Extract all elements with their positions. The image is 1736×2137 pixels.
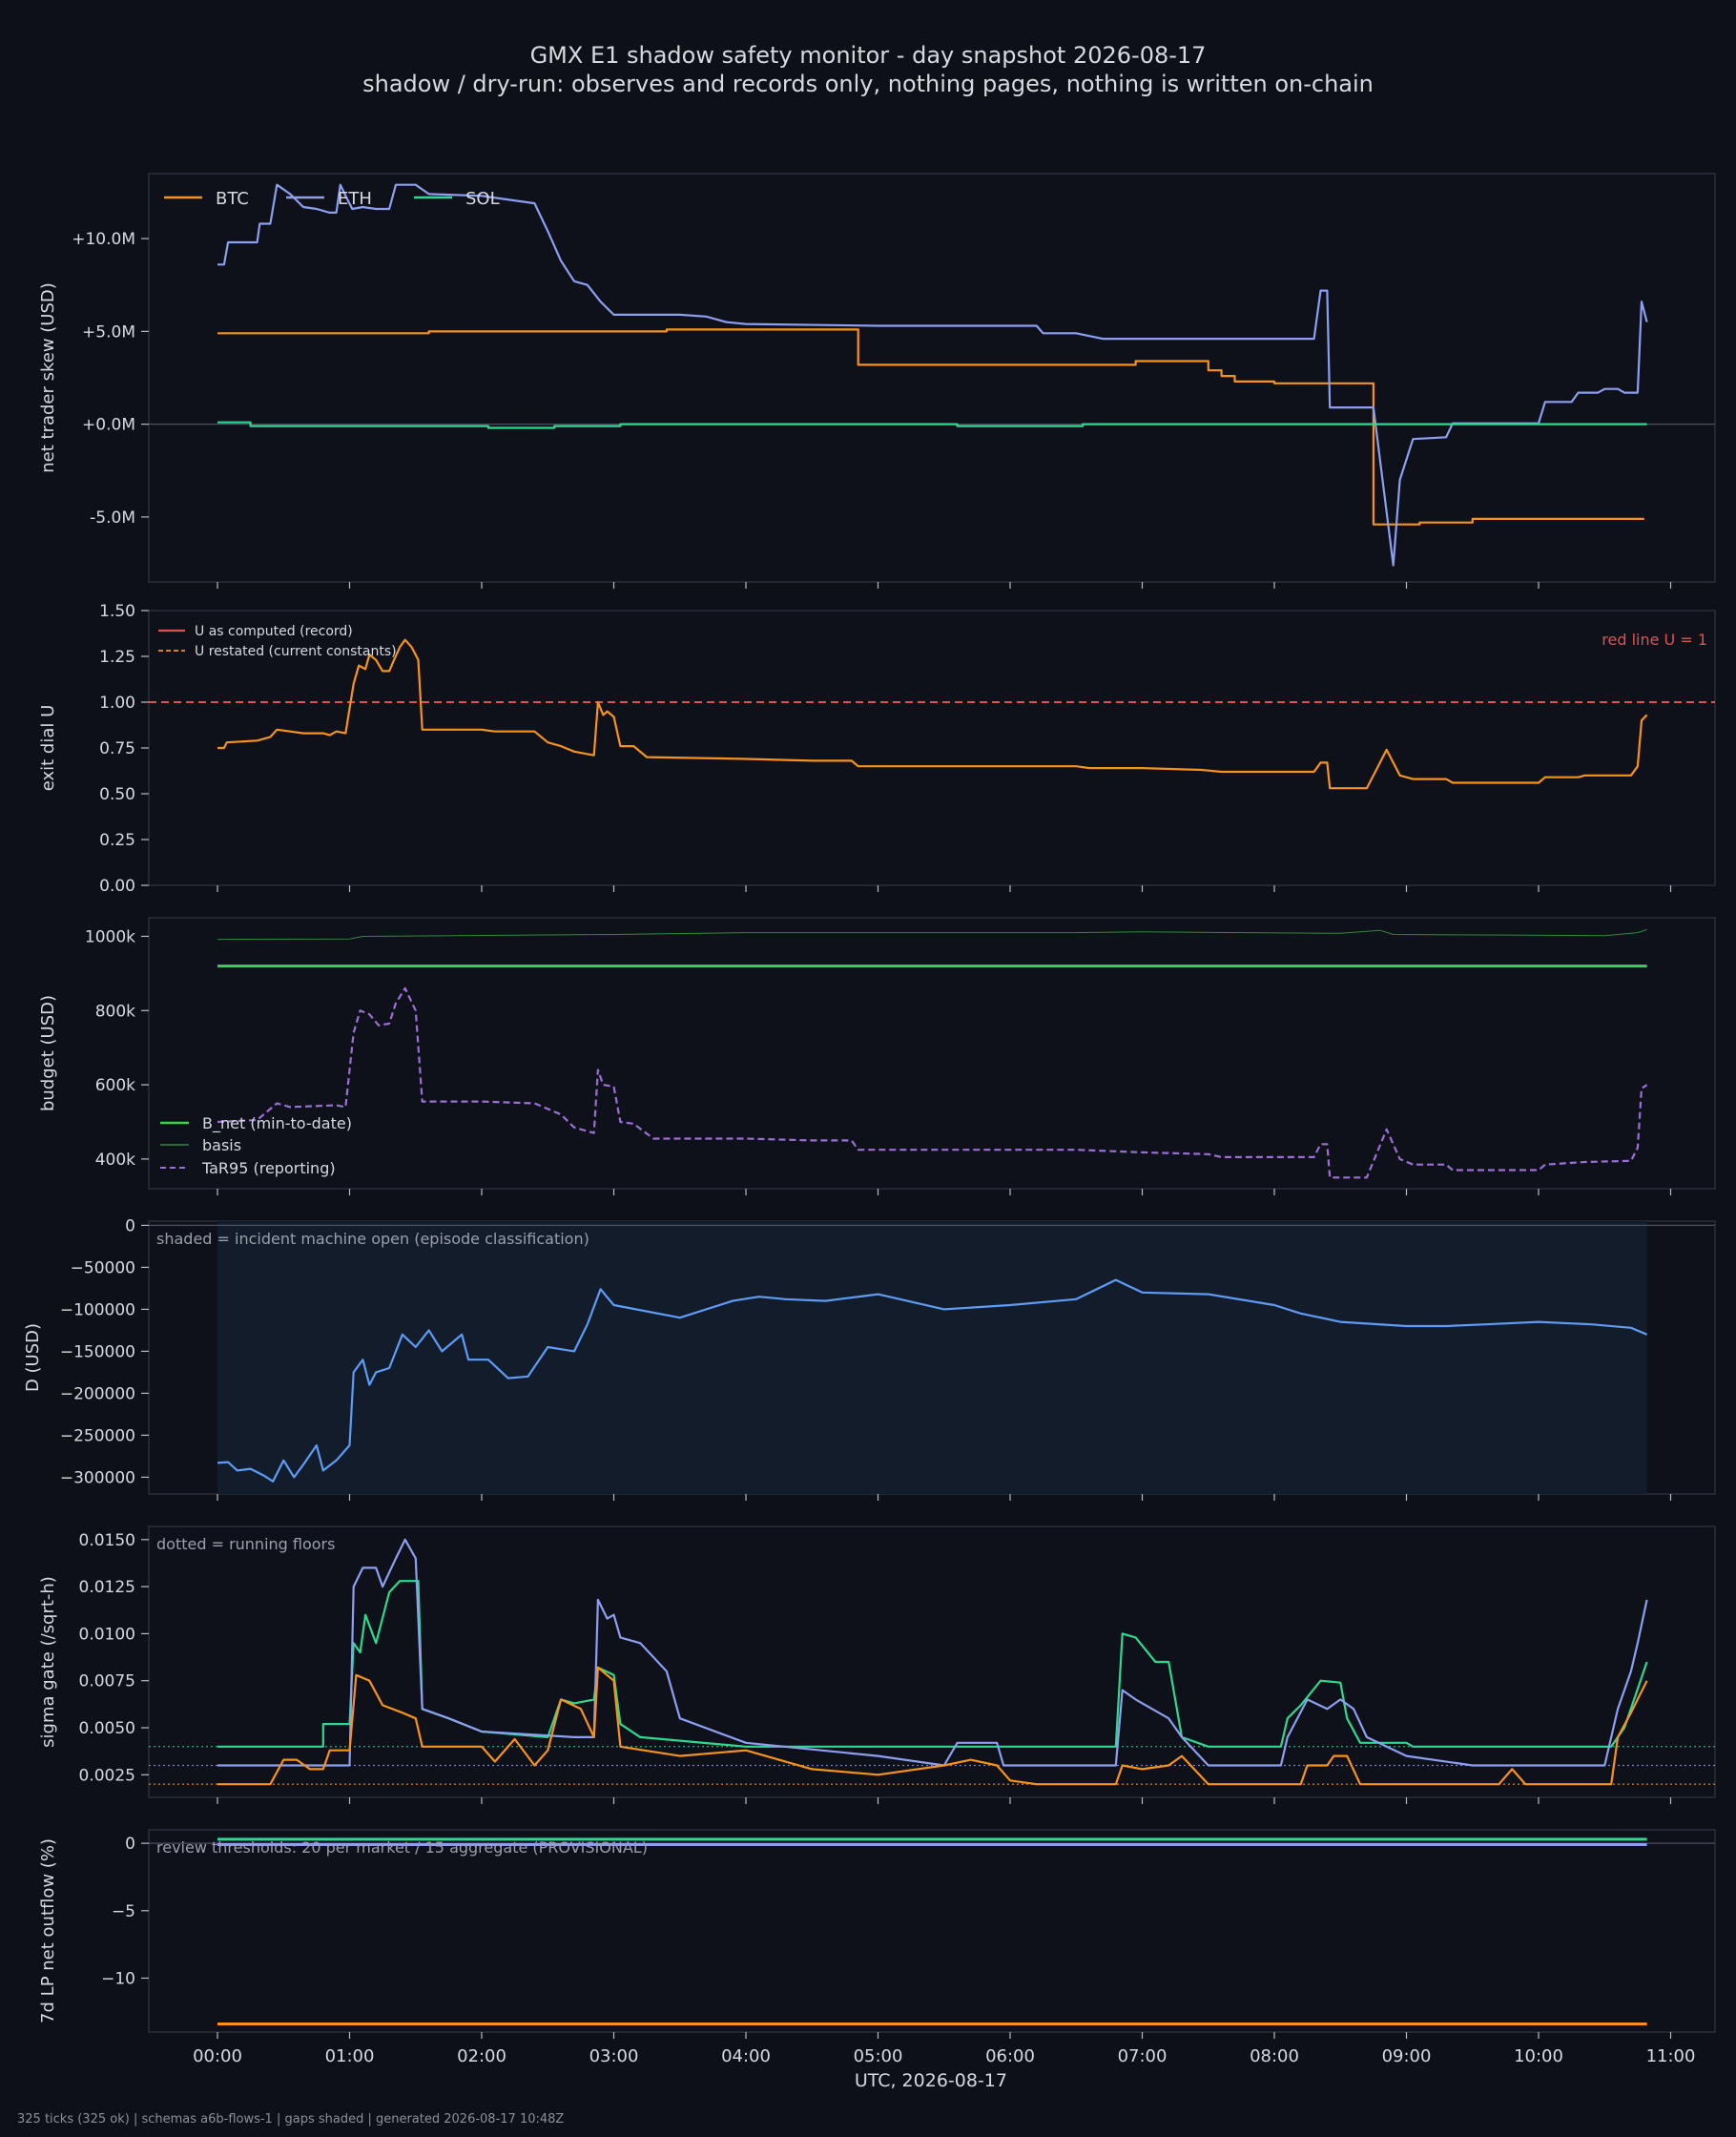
y-tick-label: 800k: [95, 1002, 135, 1021]
panel-lp: 0 −5 −10 7d LP net outflow (%) review thresh…: [38, 1829, 1716, 2039]
y-tick-label: 0.00: [99, 877, 135, 896]
y-tick-label: 1.50: [99, 602, 135, 621]
y-axis-label: 7d LP net outflow (%): [38, 1838, 58, 2023]
panel-frame: [148, 173, 1716, 583]
y-axis-label: sigma gate (/sqrt-h): [38, 1576, 58, 1748]
panel-sigma: 0.0025 0.0050 0.0075 0.0100 0.0125 0.0150 sigm…: [38, 1525, 1716, 1804]
y-tick-label: 0: [125, 1835, 135, 1854]
y-tick-label: −150000: [60, 1342, 135, 1361]
y-tick-label: −100000: [60, 1300, 135, 1319]
y-tick-label: −200000: [60, 1384, 135, 1403]
legend-label: ETH: [338, 189, 372, 209]
annotation: review thresholds: 20 per market / 15 ag…: [156, 1838, 648, 1857]
y-tick-label: 0.75: [99, 739, 135, 758]
y-tick-label: 0.50: [99, 785, 135, 804]
panel-frame: [148, 917, 1716, 1190]
y-tick-label: 400k: [95, 1151, 135, 1170]
panel-frame: [148, 610, 1716, 886]
figure-subtitle: shadow / dry-run: observes and records o…: [362, 71, 1374, 97]
panel-budget: 400k 600k 800k 1000k budget (USD) B_net (min-…: [38, 917, 1716, 1195]
series-line-btc: [217, 328, 1644, 526]
series-line-basis: [217, 928, 1647, 941]
y-tick-label: −50000: [71, 1258, 135, 1277]
incident-shaded-region: [217, 1221, 1647, 1494]
series-line-d: [217, 1278, 1648, 1483]
x-axis-label: UTC, 2026-08-17: [855, 2070, 1007, 2091]
y-tick-label: 0: [125, 1216, 135, 1235]
legend-label: SOL: [465, 189, 500, 209]
legend-label: TaR95 (reporting): [201, 1159, 336, 1177]
y-tick-label: 0.0125: [79, 1578, 135, 1597]
series-line-sol: [217, 1580, 1648, 1748]
y-tick-label: −300000: [60, 1468, 135, 1487]
legend-label: U restated (current constants): [195, 644, 397, 659]
panel-frame: [148, 1829, 1716, 2033]
legend-label: basis: [202, 1136, 241, 1154]
figure-footer: 325 ticks (325 ok) | schemas a6b-flows-1…: [17, 2112, 565, 2127]
legend-label: B_net (min-to-date): [202, 1114, 352, 1133]
y-axis-label: exit dial U: [38, 705, 58, 792]
series-line-tar95-reporting-: [217, 986, 1648, 1179]
y-tick-label: +5.0M: [82, 322, 135, 342]
y-tick-label: −5: [112, 1902, 135, 1921]
y-tick-label: -5.0M: [90, 508, 135, 528]
series-line-btc: [217, 1666, 1648, 1786]
panel-frame: [148, 1525, 1716, 1798]
x-tick-label: 04:00: [721, 2046, 771, 2066]
y-axis-label: net trader skew (USD): [38, 282, 58, 473]
y-tick-label: −10: [101, 1969, 135, 1988]
panel-dd: 0 −50000 −100000 −150000 −200000 −250000 −3000…: [23, 1216, 1716, 1501]
series-line-sol: [217, 421, 1647, 429]
x-tick-label: 00:00: [193, 2046, 242, 2066]
y-tick-label: 1.25: [99, 648, 135, 667]
x-tick-label: 10:00: [1514, 2046, 1563, 2066]
x-tick-label: 07:00: [1118, 2046, 1168, 2066]
x-tick-label: 06:00: [985, 2046, 1035, 2066]
x-tick-label: 03:00: [589, 2046, 639, 2066]
x-tick-label: 01:00: [325, 2046, 375, 2066]
y-axis-label: D (USD): [23, 1323, 43, 1392]
y-tick-label: −250000: [60, 1426, 135, 1445]
y-tick-label: 0.0100: [79, 1625, 135, 1644]
series-line-eth: [217, 183, 1648, 567]
y-axis-label: budget (USD): [38, 995, 58, 1111]
y-tick-label: 600k: [95, 1076, 135, 1095]
y-tick-label: 1000k: [85, 927, 135, 946]
y-tick-label: +0.0M: [82, 416, 135, 435]
x-tick-label: 08:00: [1250, 2046, 1299, 2066]
figure-title: GMX E1 shadow safety monitor - day snaps…: [529, 42, 1207, 69]
x-tick-label: 05:00: [854, 2046, 903, 2066]
legend-label: U as computed (record): [195, 624, 353, 639]
y-tick-label: 0.0075: [79, 1672, 135, 1691]
series-line-u: [217, 638, 1648, 790]
panel-exit: 0.00 0.25 0.50 0.75 1.00 1.25 1.50 exit dial U r…: [38, 602, 1716, 896]
annotation: shaded = incident machine open (episode …: [156, 1230, 589, 1248]
annotation: dotted = running floors: [156, 1535, 335, 1553]
x-tick-label: 02:00: [457, 2046, 506, 2066]
y-tick-label: 0.25: [99, 831, 135, 850]
panel-skew: +10.0M +5.0M +0.0M -5.0M net trader skew (US…: [38, 173, 1716, 589]
y-tick-label: 0.0150: [79, 1531, 135, 1550]
y-tick-label: +10.0M: [72, 230, 135, 249]
x-tick-label: 09:00: [1382, 2046, 1432, 2066]
y-tick-label: 0.0050: [79, 1719, 135, 1738]
y-tick-label: 0.0025: [79, 1766, 135, 1785]
x-tick-label: 11:00: [1646, 2046, 1696, 2066]
annotation: red line U = 1: [1602, 631, 1707, 649]
y-tick-label: 1.00: [99, 694, 135, 713]
legend-label: BTC: [216, 189, 249, 209]
